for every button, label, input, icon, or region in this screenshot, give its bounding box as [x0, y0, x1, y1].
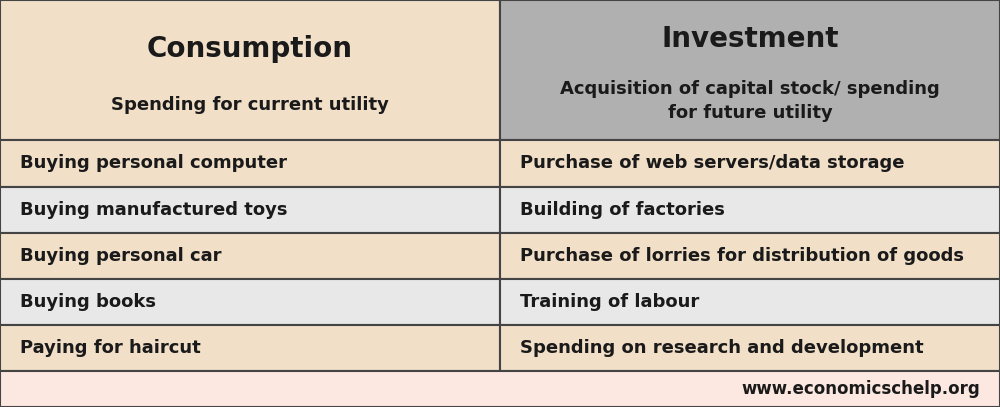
Text: Spending for current utility: Spending for current utility: [111, 96, 389, 114]
Text: Buying books: Buying books: [20, 293, 156, 311]
Text: Building of factories: Building of factories: [520, 201, 725, 219]
Text: Purchase of web servers/data storage: Purchase of web servers/data storage: [520, 155, 904, 173]
Bar: [500, 186, 1000, 233]
Text: Purchase of lorries for distribution of goods: Purchase of lorries for distribution of …: [520, 247, 964, 265]
Text: Buying personal car: Buying personal car: [20, 247, 222, 265]
Text: Buying personal computer: Buying personal computer: [20, 155, 287, 173]
Text: Training of labour: Training of labour: [520, 293, 699, 311]
Text: Acquisition of capital stock/ spending
for future utility: Acquisition of capital stock/ spending f…: [560, 80, 940, 122]
Text: Spending on research and development: Spending on research and development: [520, 339, 924, 357]
Text: www.economicschelp.org: www.economicschelp.org: [741, 380, 980, 398]
Bar: [0, 186, 500, 233]
Text: Consumption: Consumption: [147, 35, 353, 63]
Bar: [500, 279, 1000, 325]
Text: Investment: Investment: [661, 25, 839, 53]
Text: Buying manufactured toys: Buying manufactured toys: [20, 201, 288, 219]
Bar: [500, 0, 1000, 140]
Bar: [0, 140, 500, 186]
Bar: [500, 140, 1000, 186]
Bar: [0, 233, 500, 279]
Bar: [0, 371, 1000, 407]
Bar: [0, 325, 500, 371]
Text: Paying for haircut: Paying for haircut: [20, 339, 201, 357]
Bar: [0, 279, 500, 325]
Bar: [0, 0, 500, 140]
Bar: [500, 325, 1000, 371]
Bar: [500, 233, 1000, 279]
